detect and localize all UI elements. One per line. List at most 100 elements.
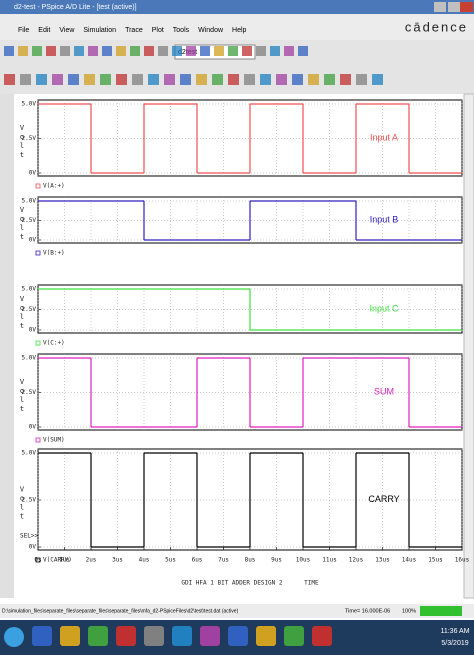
toolbar-button[interactable]	[18, 46, 28, 56]
toolbar-button[interactable]	[292, 74, 303, 85]
status-time: Time= 16.000E-06	[345, 608, 390, 614]
toolbar-button[interactable]	[116, 46, 126, 56]
toolbar-button[interactable]	[372, 74, 383, 85]
toolbar-button[interactable]	[276, 74, 287, 85]
toolbar-button[interactable]	[102, 46, 112, 56]
y-tick-label: 0V	[29, 237, 37, 244]
toolbar-button[interactable]	[200, 46, 210, 56]
x-axis-label: GDI HFA 1 BIT ADDER DESIGN 2 TIME	[181, 580, 319, 587]
toolbar-button[interactable]	[130, 46, 140, 56]
minimize-button[interactable]	[434, 2, 446, 12]
start-button[interactable]	[4, 627, 24, 647]
toolbar-button[interactable]	[298, 46, 308, 56]
taskbar-app[interactable]	[116, 626, 136, 646]
menu-item[interactable]: Simulation	[83, 27, 116, 34]
taskbar-app[interactable]	[60, 626, 80, 646]
toolbar-button[interactable]	[308, 74, 319, 85]
taskbar-app[interactable]	[284, 626, 304, 646]
toolbar-button[interactable]	[74, 46, 84, 56]
toolbar-button[interactable]	[88, 46, 98, 56]
x-tick-label: 2us	[86, 557, 97, 564]
toolbar-button[interactable]	[158, 46, 168, 56]
window-title: d2-test - PSpice A/D Lite - [test (activ…	[14, 4, 137, 11]
toolbar-button[interactable]	[242, 46, 252, 56]
toolbar-button[interactable]	[228, 74, 239, 85]
x-tick-label: 6us	[192, 557, 203, 564]
toolbar-button[interactable]	[164, 74, 175, 85]
toolbar-button[interactable]	[172, 46, 182, 56]
toolbar-button[interactable]	[144, 46, 154, 56]
taskbar-app[interactable]	[312, 626, 332, 646]
toolbar-button[interactable]	[4, 74, 15, 85]
y-tick-label: 2.5V	[22, 135, 37, 142]
cadence-logo: cādence	[405, 19, 468, 34]
x-tick-label: 11us	[322, 557, 337, 564]
y-tick-label: 5.0V	[22, 355, 37, 362]
taskbar-app[interactable]	[144, 626, 164, 646]
trace-annotation: Input C	[369, 303, 399, 313]
progress-bar	[420, 606, 462, 616]
toolbar-button[interactable]	[260, 74, 271, 85]
toolbar-button[interactable]	[36, 74, 47, 85]
toolbar-button[interactable]	[20, 74, 31, 85]
menu-item[interactable]: Tools	[173, 27, 190, 34]
toolbar-button[interactable]	[212, 74, 223, 85]
toolbar-button[interactable]	[68, 74, 79, 85]
toolbar-button[interactable]	[256, 46, 266, 56]
menu-item[interactable]: Trace	[125, 27, 143, 34]
clock-time: 11:36 AM	[440, 628, 469, 635]
taskbar-app[interactable]	[228, 626, 248, 646]
maximize-button[interactable]	[448, 2, 460, 12]
trace-annotation: Input A	[370, 132, 398, 142]
toolbar-button[interactable]	[100, 74, 111, 85]
taskbar-app[interactable]	[256, 626, 276, 646]
x-tick-label: 10us	[296, 557, 311, 564]
menu-item[interactable]: Window	[198, 27, 224, 34]
scrollbar[interactable]	[463, 93, 474, 599]
toolbar-button[interactable]	[196, 74, 207, 85]
toolbar-button[interactable]	[270, 46, 280, 56]
menu-item[interactable]: Plot	[152, 27, 164, 34]
toolbar-button[interactable]	[284, 46, 294, 56]
toolbar-button[interactable]	[324, 74, 335, 85]
x-tick-label: 9us	[271, 557, 282, 564]
toolbar-button[interactable]	[32, 46, 42, 56]
y-axis-label: Volt	[18, 295, 26, 331]
y-tick-label: 2.5V	[22, 389, 37, 396]
legend-marker	[35, 183, 41, 189]
x-tick-label: 4us	[139, 557, 150, 564]
toolbar-button[interactable]	[180, 74, 191, 85]
menu-bar	[0, 14, 474, 40]
toolbar-button[interactable]	[148, 74, 159, 85]
taskbar-app[interactable]	[32, 626, 52, 646]
toolbar-button[interactable]	[214, 46, 224, 56]
x-tick-label: 8us	[245, 557, 256, 564]
y-tick-label: 2.5V	[22, 217, 37, 224]
x-tick-label: 5us	[165, 557, 176, 564]
taskbar-app[interactable]	[172, 626, 192, 646]
selector-label: SEL>>	[20, 533, 38, 540]
toolbar-button[interactable]	[52, 74, 63, 85]
toolbar-button[interactable]	[186, 46, 196, 56]
x-tick-label: 1us	[59, 557, 70, 564]
taskbar-app[interactable]	[200, 626, 220, 646]
left-toolbar	[0, 94, 14, 598]
toolbar-button[interactable]	[4, 46, 14, 56]
y-tick-label: 5.0V	[22, 198, 37, 205]
menu-item[interactable]: File	[18, 27, 29, 34]
y-tick-label: 5.0V	[22, 286, 37, 293]
toolbar-button[interactable]	[46, 46, 56, 56]
toolbar-button[interactable]	[116, 74, 127, 85]
toolbar-button[interactable]	[356, 74, 367, 85]
toolbar-button[interactable]	[340, 74, 351, 85]
menu-item[interactable]: Edit	[38, 27, 50, 34]
toolbar-button[interactable]	[132, 74, 143, 85]
menu-item[interactable]: Help	[232, 27, 247, 34]
menu-item[interactable]: View	[59, 27, 75, 34]
toolbar-button[interactable]	[228, 46, 238, 56]
toolbar-button[interactable]	[244, 74, 255, 85]
close-button[interactable]	[460, 2, 473, 12]
toolbar-button[interactable]	[60, 46, 70, 56]
toolbar-button[interactable]	[84, 74, 95, 85]
taskbar-app[interactable]	[88, 626, 108, 646]
